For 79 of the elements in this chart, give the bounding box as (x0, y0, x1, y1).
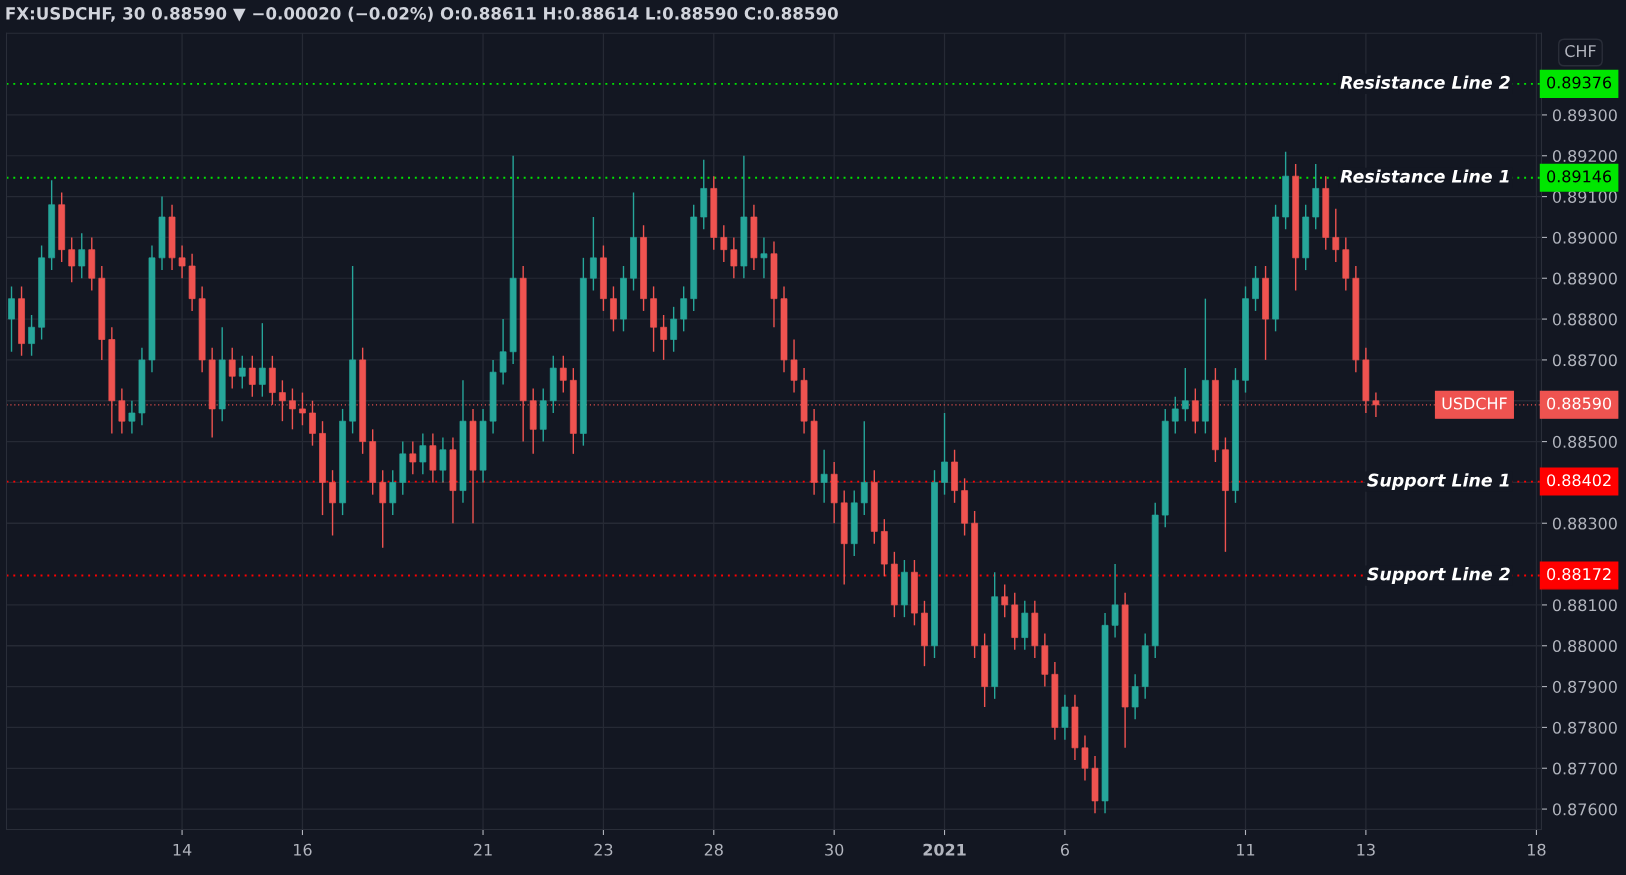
candlestick (670, 306, 678, 353)
candlestick (238, 355, 246, 390)
candlestick (178, 244, 186, 279)
y-tick-label: 0.88900 (1552, 272, 1617, 285)
candlestick (680, 285, 688, 333)
ref-line-label: Support Line 1 (1367, 473, 1509, 490)
y-tick-label: 0.88300 (1552, 517, 1617, 530)
candlestick (559, 355, 567, 394)
candlestick (78, 232, 86, 279)
text: 0.89146 (1547, 170, 1612, 183)
candlestick (1131, 673, 1139, 720)
x-tick-label: 21 (474, 843, 492, 856)
candlestick (128, 400, 136, 435)
candlestick (1332, 208, 1340, 263)
y-tick-label: 0.88700 (1552, 354, 1617, 367)
y-tick-label: 0.88800 (1552, 313, 1617, 326)
ref-line-label: USDCHF (1442, 397, 1507, 410)
y-tick-label: 0.89100 (1552, 190, 1617, 203)
x-tick-label: 13 (1357, 843, 1375, 856)
candlestick (610, 285, 617, 333)
candlestick (660, 314, 667, 361)
text: 0.88172 (1547, 568, 1611, 581)
x-tick-label: 11 (1237, 843, 1255, 856)
candlestick (1081, 734, 1089, 782)
ref-line-label: Resistance Line 1 (1340, 169, 1509, 183)
candlestick (499, 318, 507, 386)
x-tick-label: 2021 (923, 843, 966, 856)
candlestick (228, 346, 236, 390)
y-tick-label: 0.87700 (1552, 762, 1617, 775)
candlestick (309, 400, 316, 447)
candlestick (1252, 265, 1259, 312)
y-tick-label: 0.89200 (1552, 149, 1617, 163)
candlestick (329, 469, 336, 537)
candlestick (409, 440, 417, 475)
candlestick (1171, 395, 1179, 435)
x-tick-label: 30 (825, 843, 844, 856)
x-tick-label: 18 (1528, 843, 1546, 856)
candlestick (439, 436, 447, 484)
candlestick (860, 420, 868, 516)
candlestick (1181, 367, 1189, 422)
candlestick (68, 236, 76, 284)
text: 0.88402 (1547, 474, 1611, 487)
candlestick (289, 387, 296, 431)
candlestick (8, 285, 15, 353)
ref-line-label: Support Line 2 (1367, 567, 1510, 584)
candlestick (590, 216, 597, 292)
candlestick (379, 469, 387, 549)
y-tick-label: 0.88100 (1552, 599, 1617, 612)
candlestick (28, 314, 35, 357)
candlestick (730, 236, 738, 279)
candlestick (419, 432, 427, 475)
chart-title: FX:USDCHF, 30 0.88590 ▼ −0.00020 (−0.02%) O:0.88611 H:0.88614 L:0.88590 C:0.88590 (6, 6, 838, 22)
candlestick (389, 469, 397, 516)
ref-line-label: Resistance Line 2 (1340, 75, 1510, 89)
candlestick (258, 322, 266, 398)
candlestick (1111, 563, 1119, 639)
y-tick-label: 0.87600 (1552, 803, 1617, 816)
y-axis-title: CHF (1565, 45, 1596, 58)
x-tick-label: 14 (173, 843, 192, 856)
x-tick-label: 16 (294, 843, 312, 856)
y-tick-label: 0.88500 (1552, 435, 1617, 448)
y-tick-label: 0.87800 (1552, 721, 1617, 734)
candlestick (720, 224, 728, 263)
candlestick (1061, 694, 1069, 741)
y-tick-label: 0.89000 (1552, 231, 1617, 244)
x-tick-label: 28 (704, 843, 723, 856)
y-tick-label: 0.87900 (1552, 680, 1617, 693)
candlestick (941, 412, 948, 496)
text: 0.88590 (1547, 397, 1612, 410)
x-tick-label: 23 (594, 843, 613, 856)
candlestick (790, 338, 798, 394)
text: 0.89376 (1547, 76, 1612, 89)
candlestick (820, 449, 828, 504)
candlestick (1001, 583, 1009, 618)
x-tick-label: 6 (1060, 843, 1069, 856)
y-tick-label: 0.88000 (1552, 639, 1617, 653)
candlestick (760, 236, 768, 279)
y-tick-label: 0.89300 (1552, 109, 1617, 122)
candlestick (248, 355, 256, 398)
